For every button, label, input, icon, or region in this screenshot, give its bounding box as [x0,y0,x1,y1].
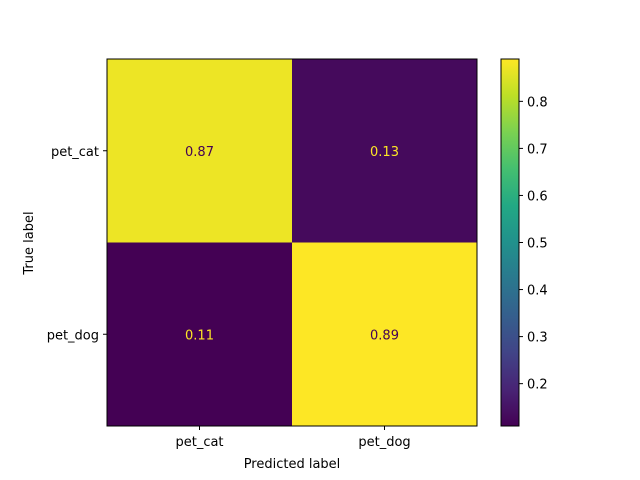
cell-value-label: 0.87 [185,145,214,160]
x-tick-label: pet_dog [358,435,410,450]
plot-frame [106,58,478,427]
colorbar-tick-label: 0.2 [527,378,548,393]
cell-value-label: 0.89 [370,328,399,343]
y-tick-label: pet_dog [47,328,99,343]
x-axis-ticks: pet_cat pet_dog [175,426,411,450]
colorbar-tick-label: 0.8 [527,95,548,110]
matrix-cell-labels: 0.87 0.13 0.11 0.89 [185,145,399,344]
y-tick-label: pet_cat [51,145,99,160]
colorbar-tick-label: 0.3 [527,331,548,346]
colorbar-tick-label: 0.6 [527,189,548,204]
colorbar-tick-label: 0.5 [527,237,548,252]
matrix-cell-1-1 [292,242,477,426]
colorbar [500,58,520,427]
colorbar-tick-label: 0.7 [527,142,548,157]
colorbar-ticks: 0.2 0.3 0.4 0.5 0.6 0.7 0.8 [519,95,548,393]
x-axis-label: Predicted label [244,457,341,472]
matrix-cell-1-0 [107,242,292,426]
colorbar-tick-label: 0.4 [527,284,548,299]
y-axis-label: True label [22,211,37,275]
matrix-cells [107,59,477,426]
y-axis-ticks: pet_cat pet_dog [47,145,107,343]
cell-value-label: 0.13 [370,145,399,160]
matrix-cell-0-1 [292,59,477,243]
cell-value-label: 0.11 [185,328,214,343]
matrix-cell-0-0 [107,59,292,243]
x-tick-label: pet_cat [175,435,223,450]
